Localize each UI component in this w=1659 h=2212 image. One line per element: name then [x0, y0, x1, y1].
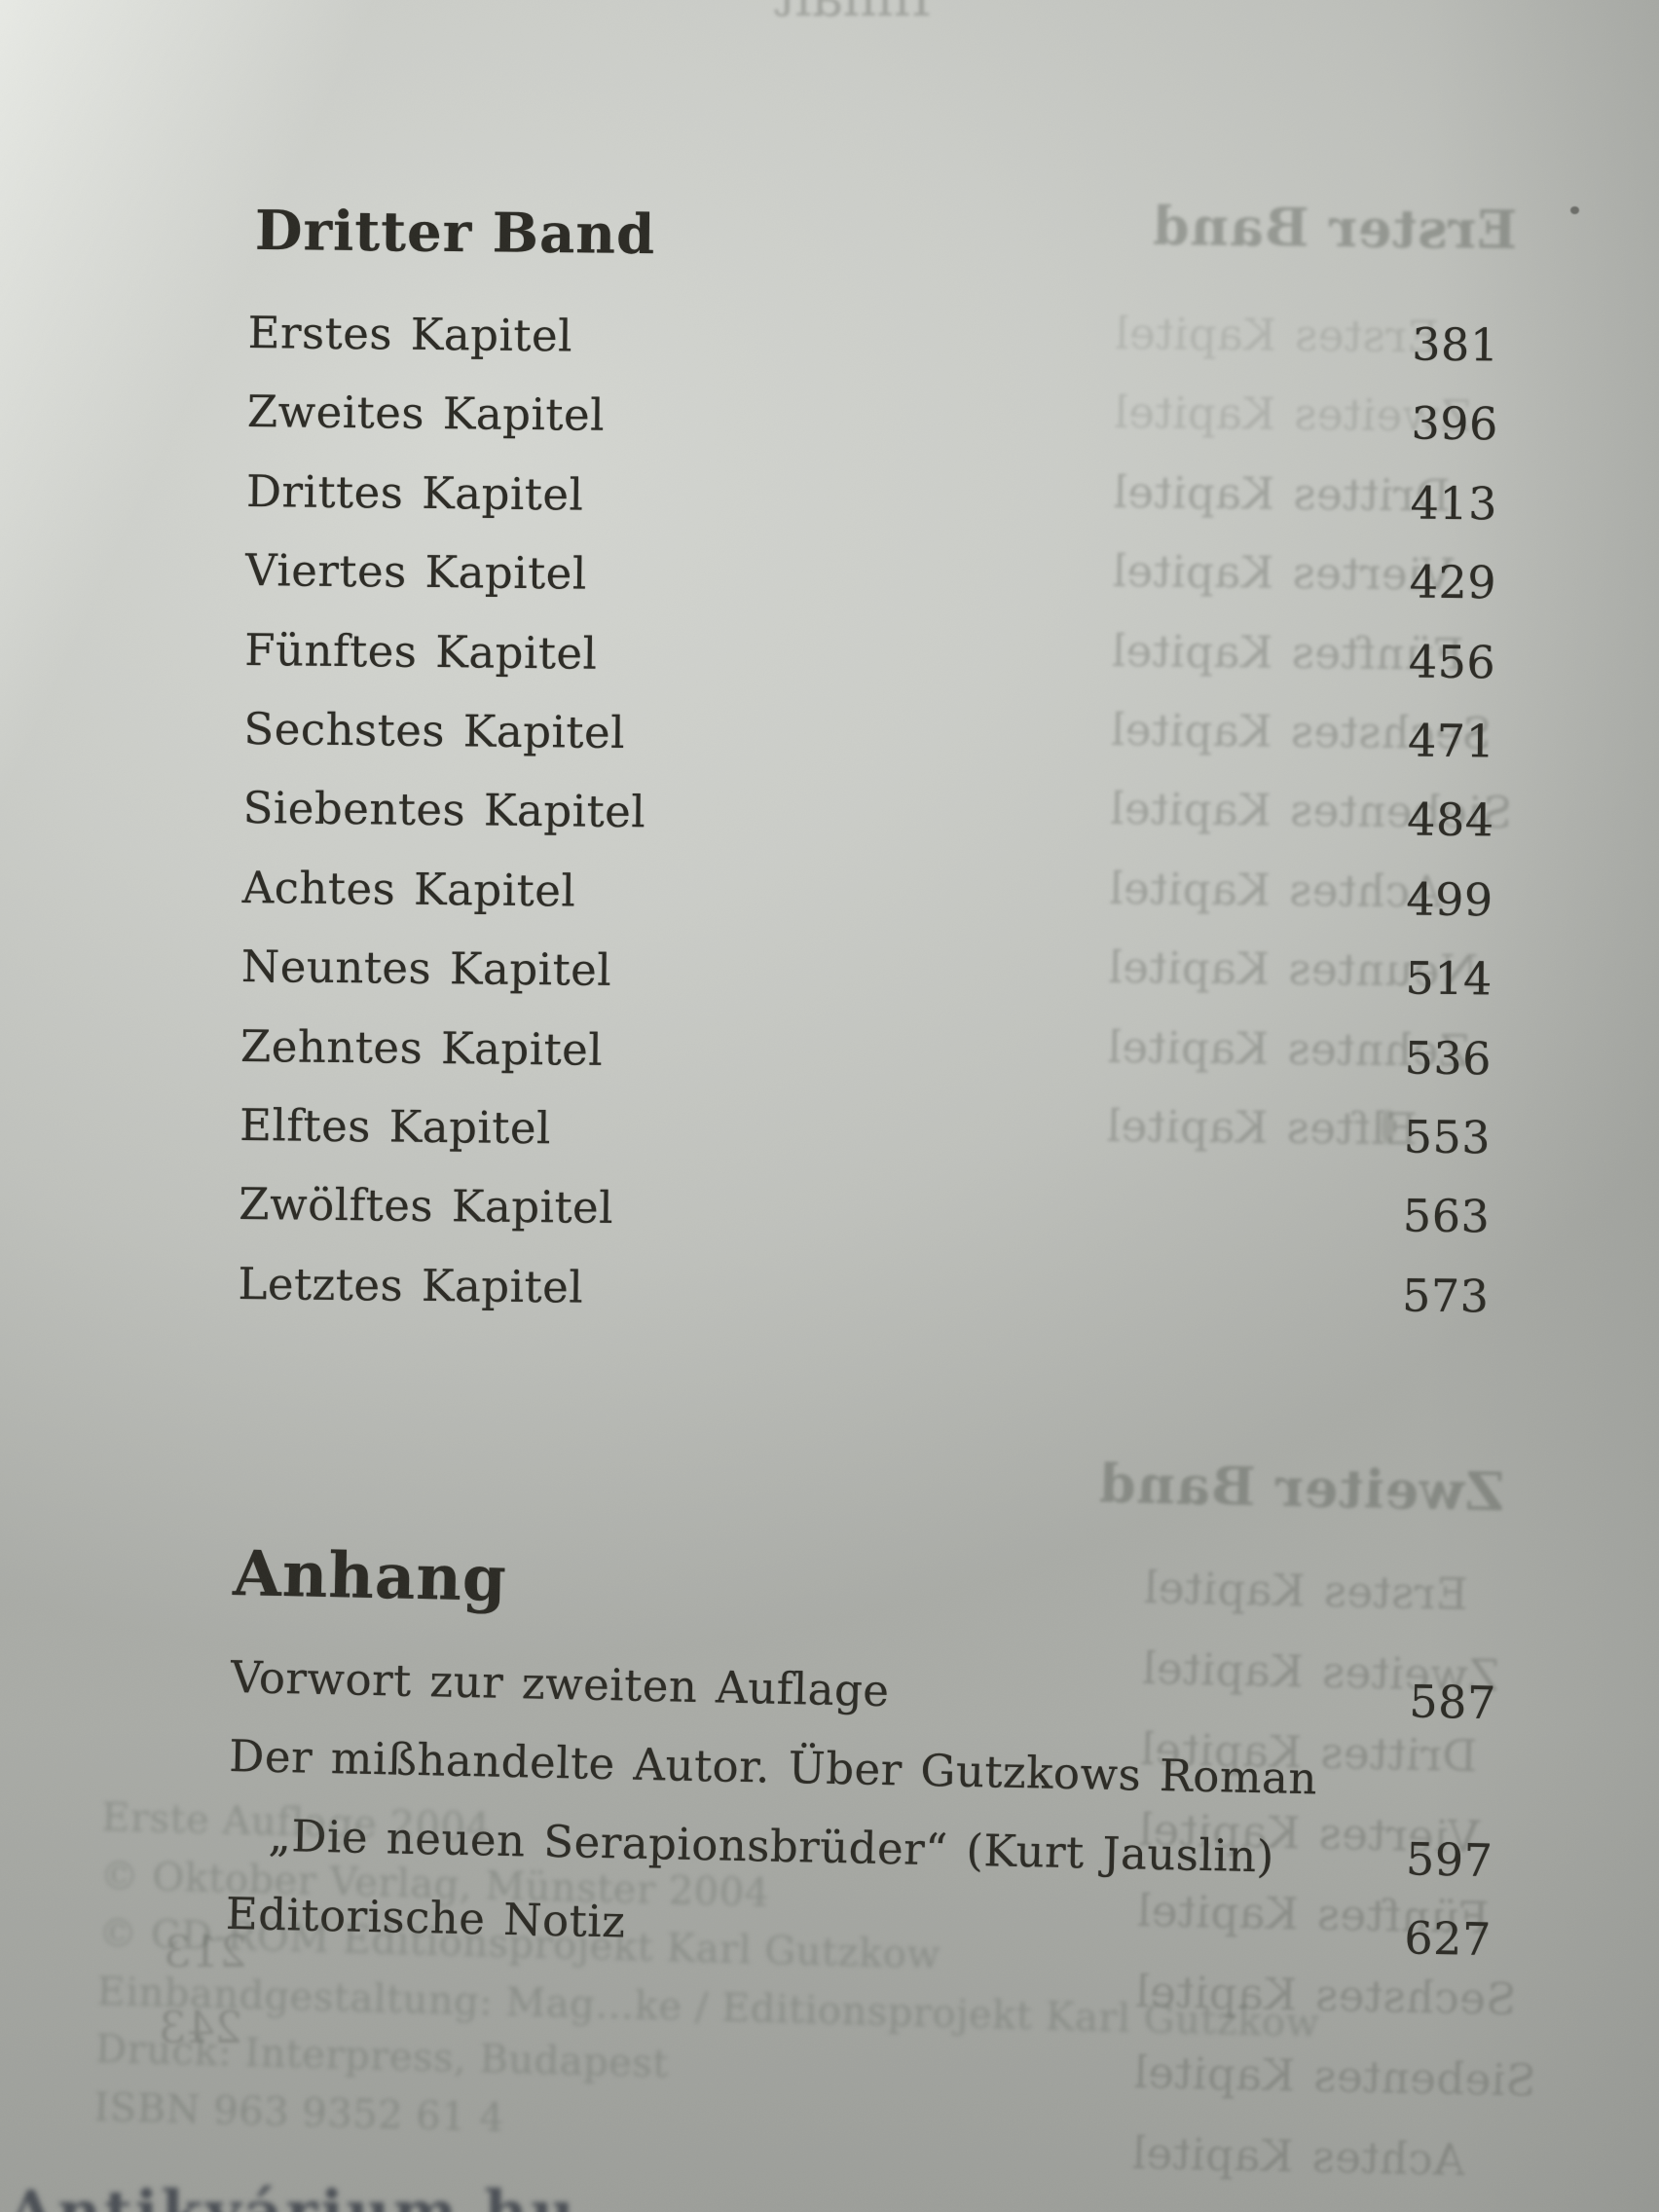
- chapter-label: Letztes Kapitel: [238, 1257, 584, 1313]
- page-number: 413: [1410, 476, 1498, 531]
- dust-speck: [1570, 206, 1579, 214]
- chapter-label: Achtes Kapitel: [241, 861, 576, 917]
- toc-row: Sechstes Kapitel 471: [243, 702, 1495, 794]
- anhang-entry-line: Vorwort zur zweiten Auflage: [230, 1650, 890, 1717]
- chapter-label: Zehntes Kapitel: [240, 1019, 604, 1076]
- chapter-label: Drittes Kapitel: [245, 464, 584, 521]
- chapter-label: Viertes Kapitel: [244, 544, 588, 600]
- toc-row: Neuntes Kapitel 514: [240, 940, 1493, 1032]
- page-number: 471: [1407, 714, 1495, 768]
- anhang-title: Anhang: [232, 1537, 508, 1616]
- page-number: 499: [1406, 872, 1493, 927]
- chapter-label: Sechstes Kapitel: [243, 702, 626, 759]
- chapter-label: Zweites Kapitel: [246, 386, 606, 442]
- chapter-label: Siebentes Kapitel: [242, 782, 646, 838]
- chapter-label: Elftes Kapitel: [239, 1098, 552, 1155]
- chapter-label: Fünftes Kapitel: [244, 623, 598, 680]
- toc-row: Zwölftes Kapitel 563: [239, 1177, 1491, 1270]
- chapter-label: Neuntes Kapitel: [240, 940, 612, 997]
- toc-row: Zweites Kapitel 396: [246, 385, 1498, 477]
- toc-row: Erstes Kapitel 381: [247, 306, 1499, 398]
- page-number: 381: [1412, 317, 1499, 372]
- imprint-ghost: Erste Auflage 2004 © Oktober Verlag, Mün…: [93, 1789, 1325, 2169]
- page-number: 484: [1406, 793, 1494, 847]
- ghost-inhalt-text: Inhalt: [774, 0, 932, 28]
- toc-row: Achtes Kapitel 499: [241, 861, 1493, 953]
- chapter-label: Zwölftes Kapitel: [239, 1178, 614, 1235]
- ghost-erster-band-title: Erster Band: [1151, 195, 1518, 261]
- page-number: 456: [1408, 635, 1496, 688]
- toc-row: Letztes Kapitel 573: [238, 1257, 1490, 1349]
- toc-row: Drittes Kapitel 413: [245, 464, 1497, 557]
- ghost-inhalt-header: Inhalt: [774, 0, 932, 28]
- toc-list: Erstes Kapitel 381 Zweites Kapitel 396 Dri…: [238, 306, 1499, 1348]
- page-number: 587: [1408, 1675, 1497, 1730]
- page-title: Dritter Band: [254, 198, 656, 268]
- page-number: 563: [1402, 1189, 1491, 1243]
- toc-row: Fünftes Kapitel 456: [244, 623, 1496, 716]
- page-number: 514: [1405, 951, 1493, 1006]
- page-number: 573: [1401, 1269, 1490, 1323]
- toc-row: Elftes Kapitel 553: [240, 1098, 1492, 1191]
- ghost-zweiter-band-title: Zweiter Band: [1097, 1452, 1505, 1524]
- ink-smudge: [1382, 1110, 1394, 1143]
- antikvarium-watermark: Antikvárium.hu: [8, 2177, 577, 2212]
- page-number: 553: [1403, 1110, 1492, 1164]
- page-number: 536: [1404, 1030, 1493, 1085]
- toc-row: Viertes Kapitel 429: [244, 543, 1497, 636]
- toc-row: Siebentes Kapitel 484: [242, 781, 1494, 873]
- toc-row: Zehntes Kapitel 536: [240, 1018, 1492, 1111]
- page-number: 597: [1405, 1832, 1493, 1888]
- page-number: 429: [1409, 555, 1497, 609]
- page-number: 396: [1411, 396, 1499, 451]
- chapter-label: Erstes Kapitel: [247, 306, 573, 362]
- page-number: 627: [1403, 1911, 1493, 1967]
